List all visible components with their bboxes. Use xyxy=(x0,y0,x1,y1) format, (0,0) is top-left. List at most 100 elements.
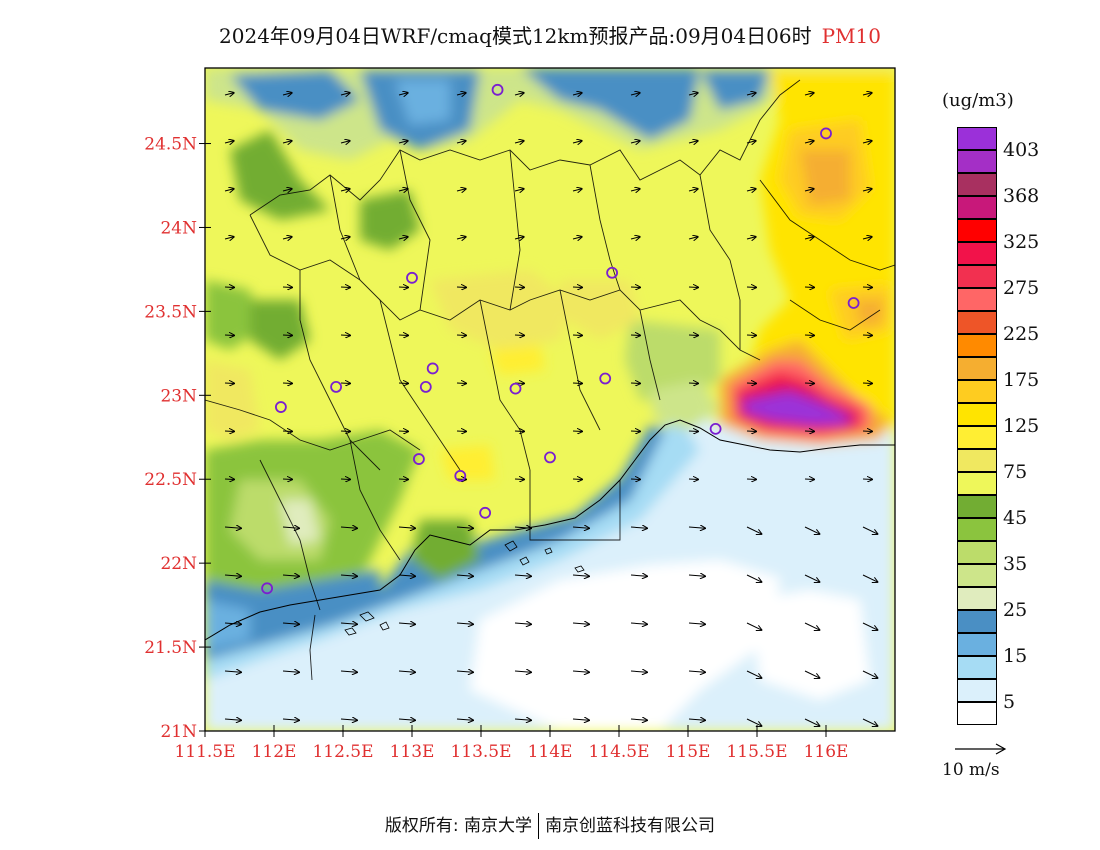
wind-arrow xyxy=(514,527,531,528)
legend-swatch xyxy=(957,518,997,541)
legend-label: 403 xyxy=(1003,139,1040,161)
wind-arrow xyxy=(514,141,524,143)
legend-swatch xyxy=(957,403,997,426)
wind-arrow xyxy=(804,622,819,630)
legend-label: 275 xyxy=(1003,277,1040,299)
wind-arrow xyxy=(282,237,292,239)
legend-swatch xyxy=(957,265,997,288)
wind-arrow xyxy=(630,575,647,576)
wind-arrow xyxy=(688,141,698,143)
wind-arrow xyxy=(804,526,819,534)
legend-swatch xyxy=(957,541,997,564)
station-marker xyxy=(426,362,439,375)
lat-tick-label: 21.5N xyxy=(144,638,197,658)
station-marker xyxy=(820,127,832,140)
wind-arrow xyxy=(282,575,299,576)
legend-swatch xyxy=(957,449,997,472)
legend-swatch xyxy=(957,288,997,311)
wind-arrow xyxy=(862,670,877,678)
lat-tick-label: 22.5N xyxy=(144,470,197,490)
legend-label: 15 xyxy=(1003,645,1028,667)
wind-arrow xyxy=(688,671,705,672)
legend-swatch xyxy=(957,633,997,656)
lon-tick-label: 116E xyxy=(804,742,849,762)
legend-label: 5 xyxy=(1003,691,1016,713)
wind-arrow xyxy=(862,526,877,534)
wind-arrow xyxy=(630,671,647,672)
wind-arrow xyxy=(572,237,582,239)
wind-arrow xyxy=(224,671,241,672)
station-marker xyxy=(491,83,504,96)
wind-arrow xyxy=(340,141,350,143)
legend-swatch xyxy=(957,656,997,679)
lat-tick-label: 22N xyxy=(160,554,197,574)
wind-arrow xyxy=(398,623,415,624)
wind-arrow xyxy=(398,141,408,143)
wind-arrow xyxy=(746,574,761,582)
wind-arrow xyxy=(688,237,698,239)
wind-arrow xyxy=(862,141,872,143)
legend-swatch xyxy=(957,127,997,150)
legend-swatch xyxy=(957,702,997,725)
legend-swatch xyxy=(957,357,997,380)
station-marker xyxy=(419,381,432,393)
wind-arrow xyxy=(572,719,589,720)
wind-arrow xyxy=(340,671,357,672)
wind-arrow xyxy=(630,237,640,239)
wind-arrow xyxy=(804,237,814,239)
wind-arrow xyxy=(456,93,466,95)
wind-arrow xyxy=(514,189,524,191)
wind-arrow xyxy=(688,623,705,624)
legend-label: 45 xyxy=(1003,507,1028,529)
wind-arrow xyxy=(572,93,582,95)
wind-arrow xyxy=(456,575,473,576)
legend-label: 225 xyxy=(1003,323,1040,345)
wind-arrow xyxy=(456,671,473,672)
copyright-left: 版权所有: 南京大学 xyxy=(384,816,533,836)
wind-arrow xyxy=(630,623,647,624)
lon-tick-label: 112E xyxy=(252,742,297,762)
map-title: 2024年09月04日WRF/cmaq模式12km预报产品:09月04日06时 P… xyxy=(0,20,1100,49)
wind-arrow xyxy=(630,93,640,95)
wind-arrow xyxy=(514,237,524,239)
wind-vectors xyxy=(224,93,877,726)
wind-arrow xyxy=(282,527,299,528)
wind-arrow xyxy=(572,189,582,191)
copyright-footer: 版权所有: 南京大学 南京创蓝科技有限公司 xyxy=(0,811,1100,839)
wind-arrow xyxy=(804,670,819,678)
legend-label: 175 xyxy=(1003,369,1040,391)
wind-arrow xyxy=(572,527,589,528)
legend-swatch xyxy=(957,564,997,587)
wind-arrow xyxy=(514,93,524,95)
wind-arrow xyxy=(746,622,761,630)
wind-arrow xyxy=(688,189,698,191)
lat-tick-label: 23.5N xyxy=(144,302,197,322)
wind-arrow xyxy=(224,189,234,191)
wind-arrow xyxy=(514,623,531,624)
wind-arrow xyxy=(572,623,589,624)
station-marker xyxy=(599,372,612,385)
station-marker xyxy=(261,582,274,595)
wind-arrow xyxy=(340,527,357,528)
legend-swatch xyxy=(957,380,997,403)
legend-label: 325 xyxy=(1003,231,1040,253)
wind-arrow xyxy=(572,575,589,576)
wind-arrow xyxy=(398,527,415,528)
wind-arrow xyxy=(862,189,872,191)
wind-arrow xyxy=(746,670,761,678)
legend-unit: (ug/m3) xyxy=(942,90,1014,111)
pollutant-label: PM10 xyxy=(821,24,881,48)
station-marker xyxy=(406,271,418,284)
wind-arrow xyxy=(282,671,299,672)
wind-arrow xyxy=(398,719,415,720)
lat-tick-label: 23N xyxy=(160,386,197,406)
legend-swatch xyxy=(957,219,997,242)
wind-arrow xyxy=(804,93,814,95)
legend-swatch xyxy=(957,311,997,334)
wind-arrow xyxy=(630,527,647,528)
wind-arrow xyxy=(456,237,466,239)
legend-swatch xyxy=(957,173,997,196)
wind-arrow xyxy=(224,623,241,624)
station-marker xyxy=(709,422,722,435)
